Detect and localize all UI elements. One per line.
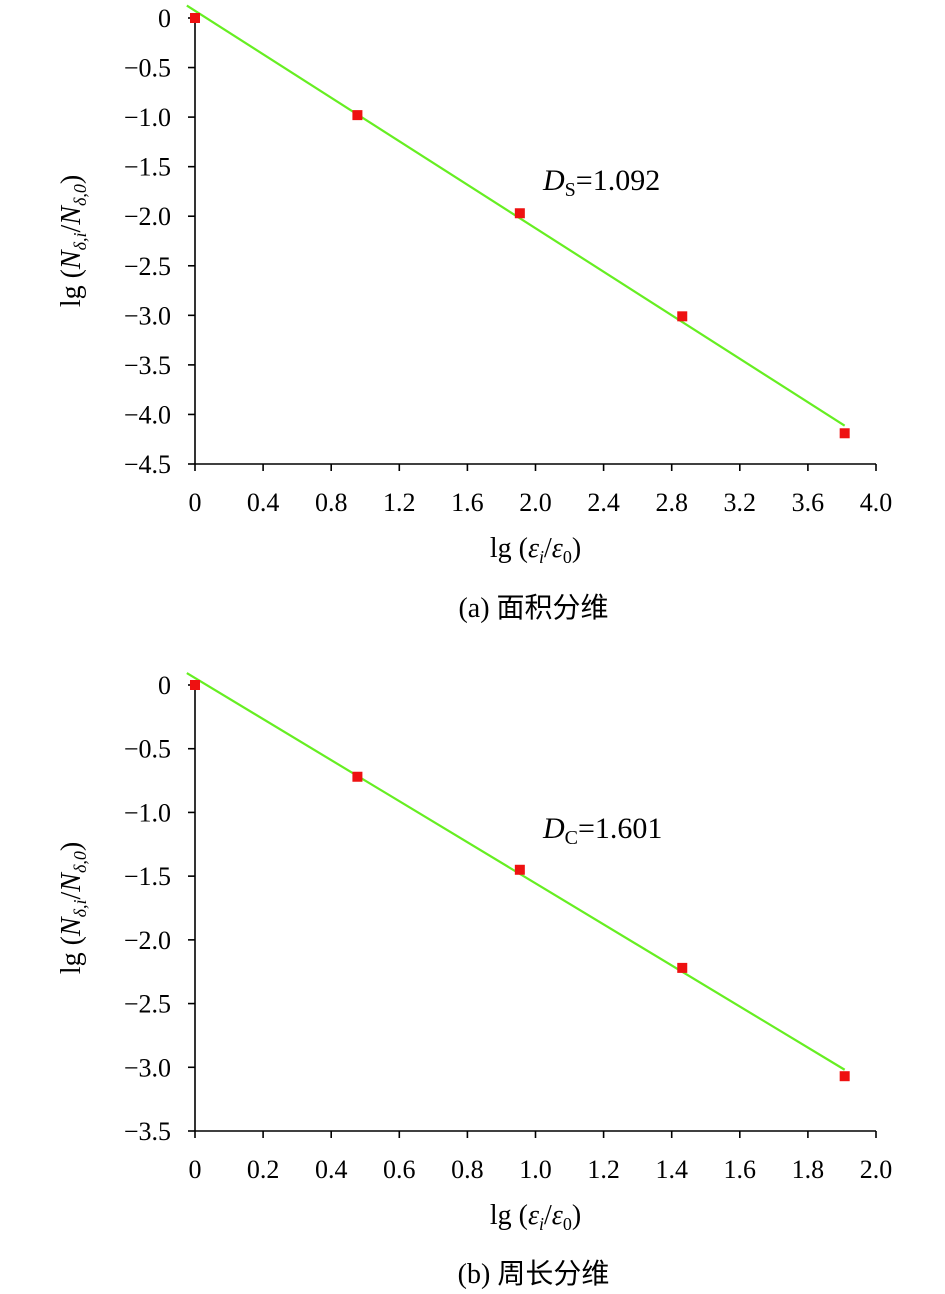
x-tick-label: 0.8 — [315, 488, 348, 517]
y-tick-label: −4.0 — [124, 400, 171, 429]
y-tick-label: −3.0 — [124, 1053, 171, 1082]
x-tick-label: 4.0 — [860, 488, 893, 517]
y-axis-title: lg (Nδ,i/Nδ,0) — [56, 842, 90, 974]
x-axis-title: lg (εi/ε0) — [490, 533, 581, 567]
x-tick-label: 2.0 — [860, 1155, 893, 1184]
x-tick-label: 1.2 — [587, 1155, 620, 1184]
figure-caption: (a) 面积分维 — [458, 592, 608, 624]
x-tick-label: 0 — [189, 1155, 202, 1184]
y-tick-label: 0 — [158, 671, 171, 700]
x-tick-label: 0.2 — [247, 1155, 280, 1184]
x-tick-label: 1.0 — [519, 1155, 552, 1184]
data-point — [514, 864, 525, 875]
data-point — [677, 962, 688, 973]
x-tick-label: 3.6 — [792, 488, 825, 517]
y-tick-label: −4.5 — [124, 450, 171, 479]
y-tick-label: −0.5 — [124, 735, 171, 764]
y-tick-label: −3.5 — [124, 1117, 171, 1146]
data-point — [352, 110, 363, 121]
x-tick-label: 1.4 — [655, 1155, 688, 1184]
y-tick-label: −2.0 — [124, 926, 171, 955]
data-point — [514, 208, 525, 219]
chart-b: 0 −0.5 −1.0 −1.5 −2.0 −2.5 −3.0 −3.5 0 0.2 0.4 0.6 0… — [56, 671, 892, 1290]
x-tick-label: 0.4 — [247, 488, 280, 517]
x-tick-label: 2.4 — [587, 488, 620, 517]
dimension-annotation: DS=1.092 — [542, 164, 660, 201]
data-point — [190, 13, 200, 23]
data-point — [352, 771, 363, 782]
x-tick-label: 2.0 — [519, 488, 552, 517]
y-axis-title: lg (Nδ,i/Nδ,0) — [56, 175, 90, 307]
y-tick-label: −2.0 — [124, 202, 171, 231]
y-tick-label: −3.0 — [124, 301, 171, 330]
x-tick-label: 1.6 — [451, 488, 484, 517]
x-tick-label: 0.4 — [315, 1155, 348, 1184]
x-tick-label: 1.2 — [383, 488, 416, 517]
y-tick-label: −1.0 — [124, 103, 171, 132]
data-point — [190, 680, 200, 690]
dimension-annotation: DC=1.601 — [542, 812, 662, 849]
y-tick-label: −2.5 — [124, 990, 171, 1019]
x-tick-label: 0.8 — [451, 1155, 484, 1184]
figure-caption: (b) 周长分维 — [458, 1258, 610, 1290]
x-tick-label: 3.2 — [724, 488, 757, 517]
y-tick-label: −1.0 — [124, 798, 171, 827]
data-point — [839, 428, 850, 439]
y-tick-label: −1.5 — [124, 153, 171, 182]
y-tick-label: −1.5 — [124, 862, 171, 891]
y-tick-label: −0.5 — [124, 54, 171, 83]
x-tick-label: 2.8 — [655, 488, 688, 517]
x-tick-label: 1.6 — [724, 1155, 757, 1184]
data-point — [677, 311, 688, 322]
x-tick-label: 1.8 — [792, 1155, 825, 1184]
y-tick-label: 0 — [158, 4, 171, 33]
data-point — [839, 1071, 850, 1082]
x-axis-title: lg (εi/ε0) — [490, 1200, 581, 1234]
y-tick-label: −3.5 — [124, 351, 171, 380]
x-tick-label: 0.6 — [383, 1155, 416, 1184]
x-tick-label: 0 — [189, 488, 202, 517]
y-tick-label: −2.5 — [124, 252, 171, 281]
chart-a: 0 −0.5 −1.0 −1.5 −2.0 −2.5 −3.0 −3.5 −4.0 −4.5 0 0.… — [56, 4, 892, 624]
